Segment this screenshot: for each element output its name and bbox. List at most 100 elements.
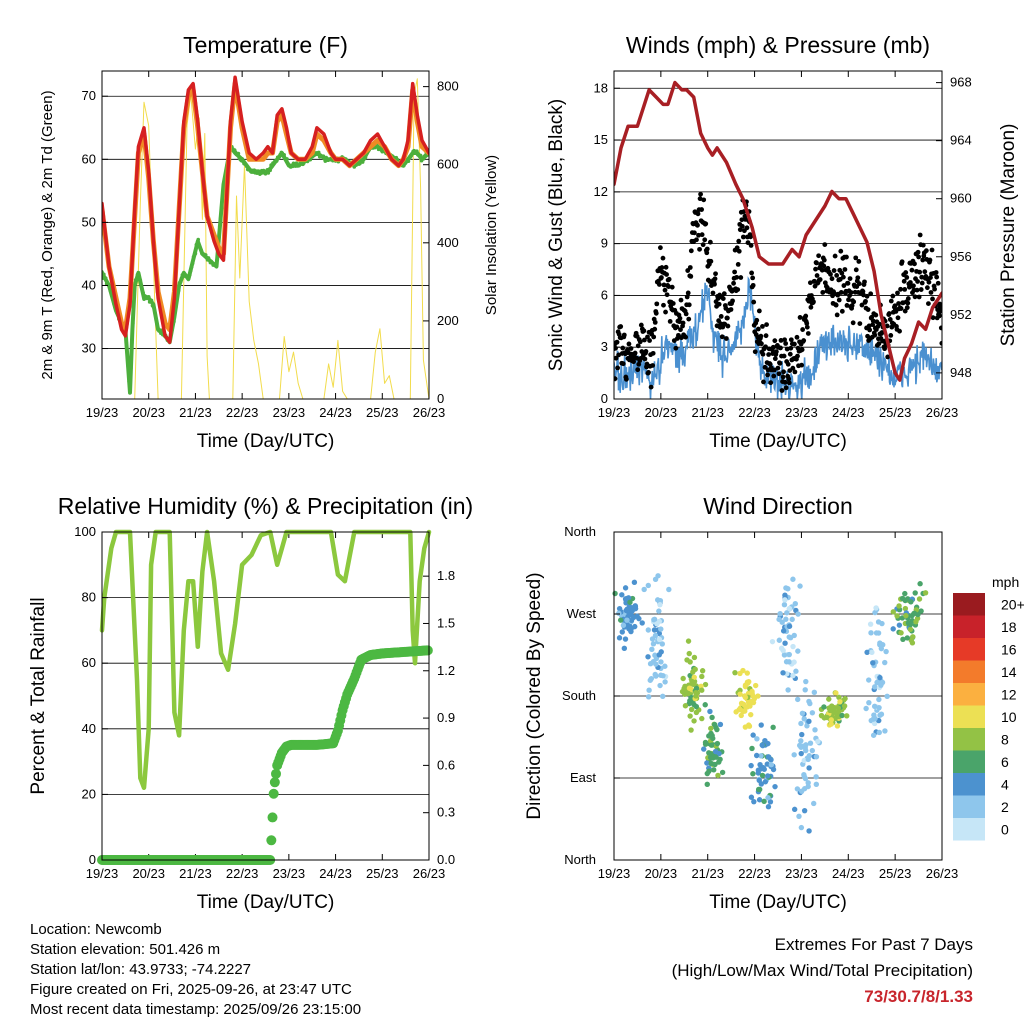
direction-point	[904, 635, 911, 641]
y-tick-label: 100	[74, 524, 96, 539]
direction-point	[686, 685, 693, 691]
direction-point	[876, 729, 882, 736]
gust-point	[616, 352, 622, 358]
y2-tick-label: 948	[950, 365, 972, 380]
gust-point	[924, 285, 930, 291]
direction-point	[648, 675, 655, 682]
gust-point	[904, 305, 910, 311]
direction-point	[780, 628, 787, 634]
direction-point	[691, 674, 697, 680]
direction-point	[746, 723, 753, 729]
gust-point	[768, 380, 774, 386]
direction-point	[793, 668, 799, 674]
direction-point	[806, 718, 812, 725]
direction-point	[786, 651, 792, 658]
gust-point	[864, 293, 870, 299]
direction-point	[659, 641, 665, 647]
direction-point	[714, 740, 721, 747]
direction-point	[702, 739, 709, 746]
gust-point	[885, 354, 891, 360]
gust-point	[890, 293, 896, 299]
x-tick-label: 21/23	[691, 405, 724, 420]
gust-point	[751, 299, 757, 305]
direction-point	[768, 762, 775, 768]
gust-point	[787, 351, 793, 357]
gust-point	[699, 232, 705, 238]
direction-point	[691, 654, 698, 661]
gust-point	[678, 297, 684, 303]
y2-tick-label: 1.2	[437, 663, 455, 678]
gust-point	[718, 314, 724, 319]
direction-point	[876, 704, 882, 711]
gust-point	[938, 325, 942, 331]
td-point	[418, 153, 423, 158]
gust-point	[736, 248, 742, 254]
y2-tick-label: 952	[950, 307, 972, 322]
gust-point	[632, 350, 638, 356]
gust-point	[721, 291, 727, 297]
gust-point	[816, 253, 822, 259]
direction-point	[699, 668, 706, 674]
x-tick-label: 25/23	[879, 866, 912, 881]
gust-point	[662, 287, 668, 293]
direction-point	[871, 684, 878, 690]
direction-point	[900, 636, 906, 642]
gust-point	[628, 346, 634, 351]
direction-point	[873, 605, 879, 611]
direction-point	[622, 585, 629, 591]
direction-point	[737, 691, 743, 697]
gust-point	[884, 323, 890, 329]
td-point	[193, 251, 198, 256]
gust-point	[917, 269, 923, 275]
gust-point	[661, 282, 667, 288]
gust-point	[699, 207, 705, 212]
gust-point	[927, 257, 933, 263]
direction-point	[612, 590, 618, 597]
x-tick-label: 22/23	[738, 866, 771, 881]
gust-point	[919, 280, 925, 286]
direction-point	[812, 727, 818, 733]
gust-point	[905, 296, 911, 301]
direction-point	[654, 597, 661, 603]
direction-point	[666, 586, 672, 593]
gust-point	[902, 308, 908, 314]
gust-point	[920, 257, 926, 263]
direction-point	[688, 727, 694, 733]
gust-point	[669, 284, 675, 290]
direction-point	[877, 712, 883, 718]
gust-point	[720, 296, 726, 301]
direction-point	[877, 640, 883, 646]
gust-point	[892, 303, 898, 309]
colorbar-label: 14	[1001, 664, 1017, 680]
gust-point	[756, 308, 762, 314]
direction-point	[653, 661, 659, 667]
gust-point	[657, 245, 663, 251]
gust-point	[614, 355, 619, 361]
direction-point	[754, 736, 760, 742]
x-axis-label-temperature: Time (Day/UTC)	[197, 431, 335, 452]
direction-point	[744, 679, 751, 685]
td-point	[103, 276, 108, 281]
y2-tick-label: 0.3	[437, 805, 455, 820]
x-tick-label: 22/23	[226, 866, 259, 881]
gust-point	[777, 360, 783, 366]
y2-tick-label: 200	[437, 313, 459, 328]
gust-point	[775, 365, 781, 371]
direction-point	[645, 627, 652, 633]
direction-point	[623, 607, 629, 614]
series-2m-t	[102, 75, 429, 344]
gust-point	[778, 338, 784, 343]
direction-point	[834, 723, 841, 729]
gust-point	[915, 249, 921, 255]
td-point	[215, 258, 219, 262]
direction-point	[632, 603, 639, 610]
gust-point	[695, 222, 700, 228]
y-tick-label: East	[570, 770, 596, 785]
x-tick-label: 23/23	[273, 405, 306, 420]
gust-point	[841, 283, 847, 288]
gust-point	[659, 275, 664, 280]
direction-point	[908, 599, 914, 605]
direction-point	[740, 667, 746, 674]
direction-point	[806, 828, 812, 834]
gust-point	[752, 349, 758, 355]
